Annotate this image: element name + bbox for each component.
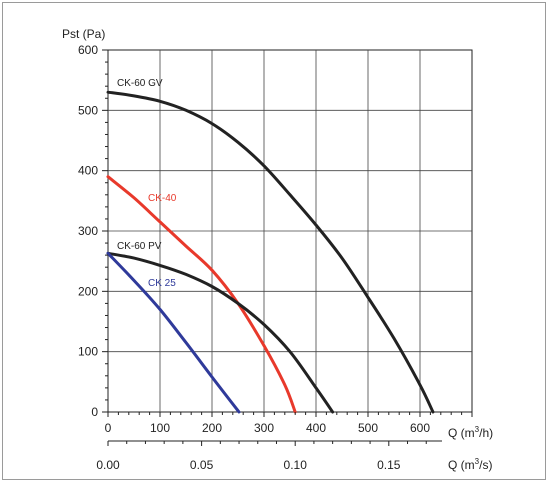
x-tick-label: 300 (254, 421, 274, 435)
series-line-ck-25 (106, 251, 241, 414)
y-tick-label: 400 (78, 164, 98, 178)
y-tick-label: 600 (78, 43, 98, 57)
y-tick-label: 100 (78, 345, 98, 359)
y-tick-label: 500 (78, 103, 98, 117)
x-axis-title-primary: Q (m3/h) (448, 425, 493, 440)
x2-tick-label: 0.05 (190, 458, 214, 472)
series-label-ck-60-gv: CK-60 GV (117, 78, 163, 89)
series-label-ck-60-pv: CK-60 PV (117, 241, 162, 252)
series-line-ck-40 (106, 175, 297, 414)
chart-border (2, 2, 546, 480)
x-tick-label: 0 (105, 421, 112, 435)
series-line-ck-60-pv (106, 251, 335, 414)
x2-tick-label: 0.00 (96, 458, 120, 472)
x-tick-label: 100 (150, 421, 170, 435)
series-label-ck-40: CK-40 (148, 193, 177, 204)
x-tick-label: 500 (358, 421, 378, 435)
x-tick-label: 200 (202, 421, 222, 435)
series-line-ck-60-gv (106, 90, 435, 414)
labels: CK-60 GV CK-40 CK-60 PV CK 25 (117, 78, 177, 289)
curves (106, 90, 435, 414)
y-tick-label: 200 (78, 284, 98, 298)
x-tick-label: 600 (410, 421, 430, 435)
x2-tick-label: 0.15 (377, 458, 401, 472)
x2-tick-label: 0.10 (284, 458, 308, 472)
y-axis-title: Pst (Pa) (62, 27, 105, 41)
x-tick-label: 400 (306, 421, 326, 435)
y-tick-label: 300 (78, 224, 98, 238)
axes: 0 100 200 300 400 500 600 0 100 200 300 400 500 600 0.… (78, 43, 473, 472)
y-tick-label: 0 (91, 405, 98, 419)
x-axis-title-secondary: Q (m3/s) (448, 457, 492, 472)
series-label-ck-25: CK 25 (148, 278, 176, 289)
grid (107, 49, 473, 413)
